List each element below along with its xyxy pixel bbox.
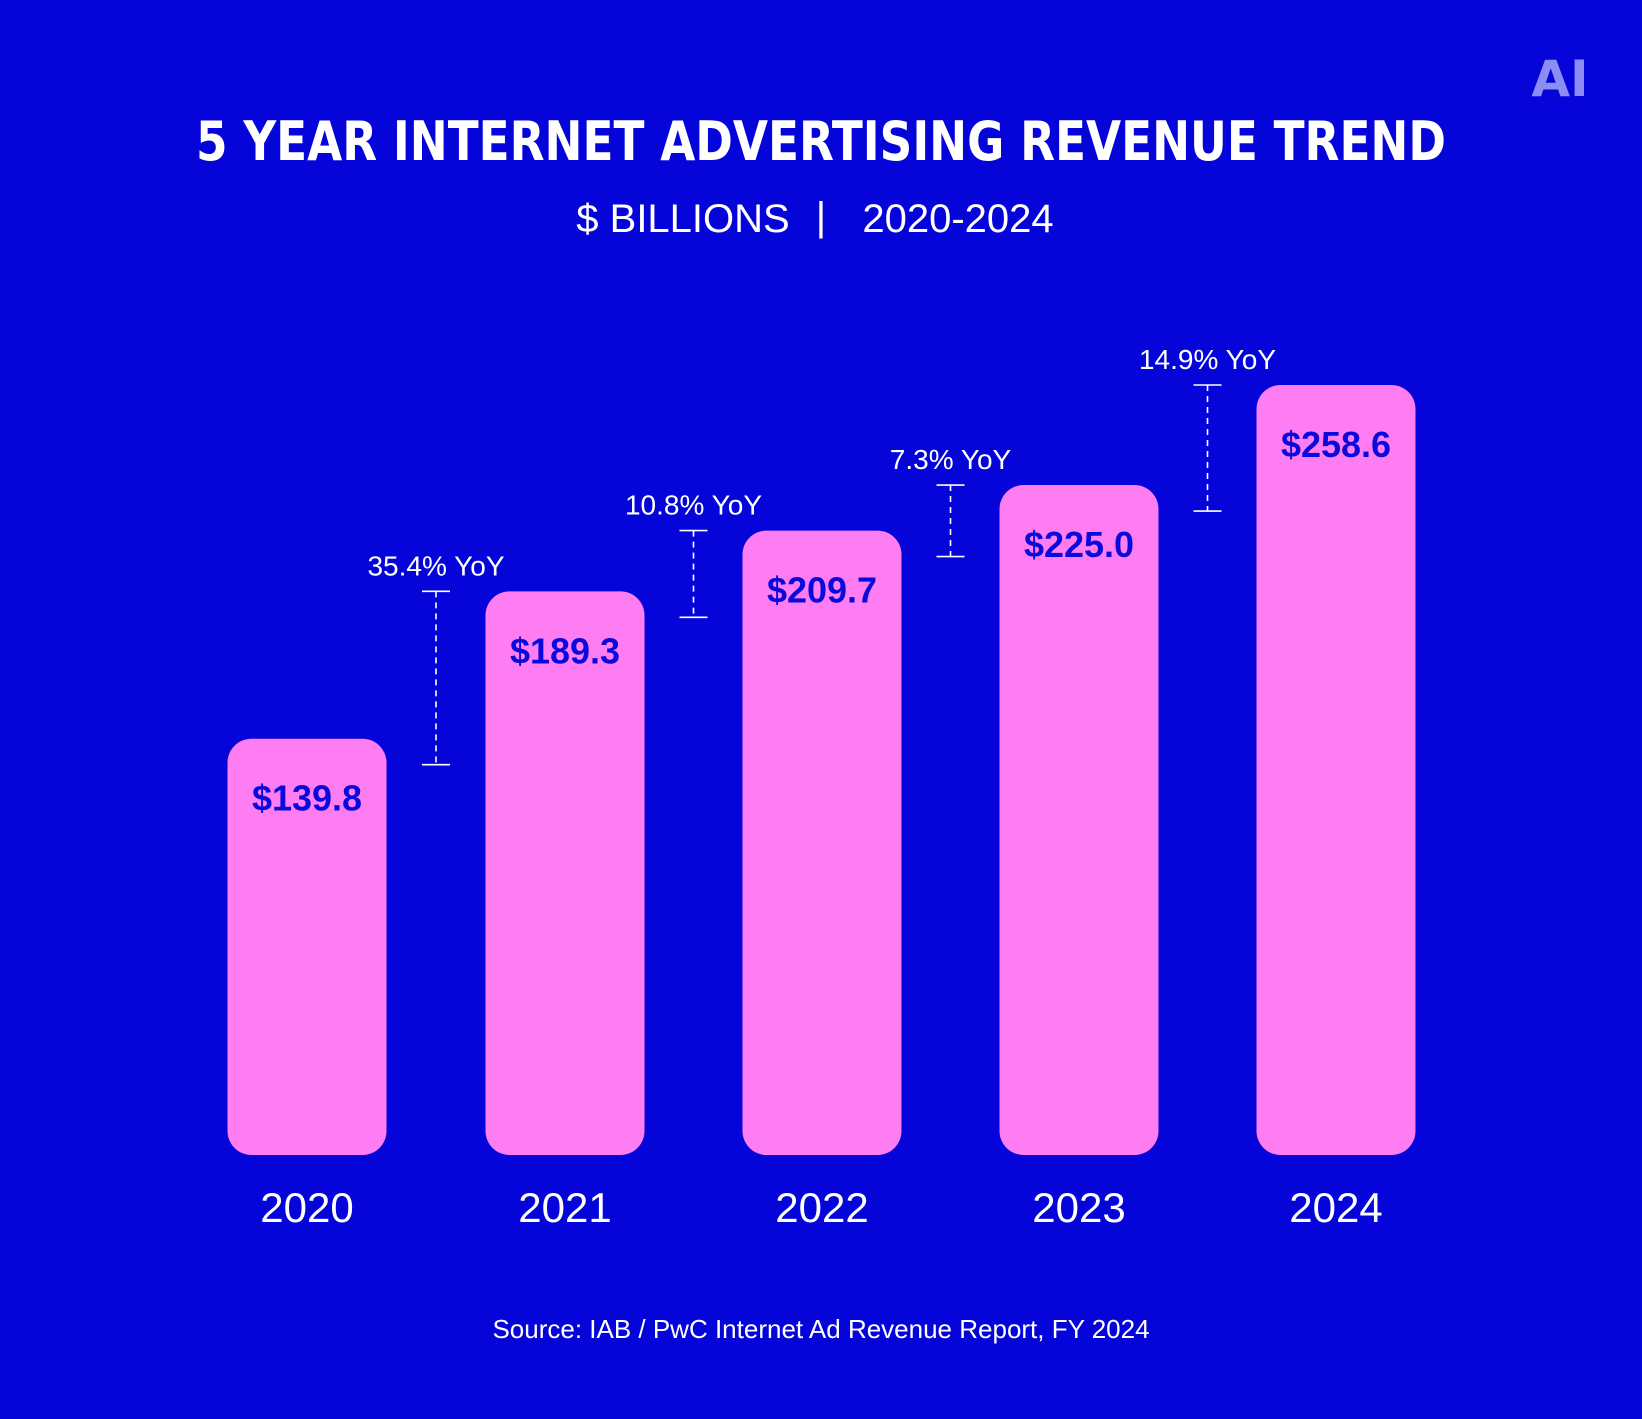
x-tick-label-2024: 2024	[1289, 1184, 1382, 1231]
x-tick-label-2022: 2022	[775, 1184, 868, 1231]
bar-2021	[485, 591, 645, 1155]
ai-logo: AI	[1531, 50, 1588, 108]
bar-value-label-2022: $209.7	[767, 570, 877, 611]
yoy-annotation-2024: 14.9% YoY	[1139, 344, 1276, 512]
bar-2022	[742, 530, 902, 1155]
yoy-label: 35.4% YoY	[367, 550, 504, 581]
yoy-annotations: 35.4% YoY 10.8% YoY 7.3% YoY 14.9% YoY	[367, 344, 1276, 766]
x-tick-label-2020: 2020	[260, 1184, 353, 1231]
yoy-label: 7.3% YoY	[890, 444, 1012, 475]
chart-subtitle-separator: |	[816, 195, 826, 239]
source-note: Source: IAB / PwC Internet Ad Revenue Re…	[492, 1314, 1149, 1344]
chart-subtitle-range: 2020-2024	[862, 197, 1053, 241]
x-tick-label-2023: 2023	[1032, 1184, 1125, 1231]
chart-subtitle-units: $ BILLIONS	[576, 197, 789, 241]
bar-2024	[1256, 385, 1416, 1155]
bar-value-label-2023: $225.0	[1024, 524, 1134, 565]
yoy-label: 14.9% YoY	[1139, 344, 1276, 375]
yoy-label: 10.8% YoY	[625, 490, 762, 521]
bar-value-label-2020: $139.8	[252, 778, 362, 819]
chart-title: 5 YEAR INTERNET ADVERTISING REVENUE TREN…	[196, 110, 1446, 173]
bars-group: $139.8 2020 $189.3 2021 $209.7 2022 $225.0 2023…	[227, 385, 1416, 1231]
bar-2023	[999, 485, 1159, 1156]
bar-value-label-2021: $189.3	[510, 630, 620, 671]
x-tick-label-2021: 2021	[518, 1184, 611, 1231]
yoy-annotation-2023: 7.3% YoY	[890, 444, 1012, 558]
bar-value-label-2024: $258.6	[1281, 424, 1391, 465]
yoy-annotation-2021: 35.4% YoY	[367, 550, 505, 766]
yoy-annotation-2022: 10.8% YoY	[625, 490, 762, 619]
bar-2020	[227, 738, 387, 1155]
